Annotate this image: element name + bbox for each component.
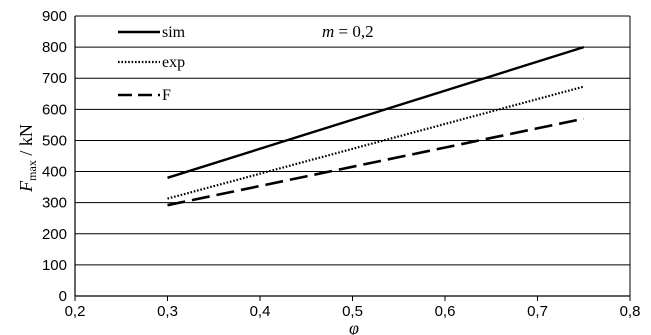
legend-label-exp: exp [162, 54, 185, 71]
annotation-var: m [322, 22, 334, 41]
x-axis-title: φ [349, 318, 359, 335]
y-tick-labels: 0 100 200 300 400 500 600 700 800 900 [42, 8, 67, 305]
y-tick-label: 400 [42, 164, 67, 181]
series-lines [167, 45, 585, 207]
y-tick-label: 0 [59, 288, 67, 305]
y-tick-label: 200 [42, 226, 67, 243]
gridlines [75, 15, 630, 266]
y-axis-title-sub: max [25, 160, 39, 181]
axes [74, 16, 631, 301]
y-tick-label: 700 [42, 70, 67, 87]
series-line-sim [167, 45, 585, 179]
x-tick-label: 0,5 [342, 303, 363, 320]
x-tick-label: 0,3 [157, 303, 178, 320]
legend-label-f: F [162, 87, 171, 104]
annotation-rest: = 0,2 [334, 22, 373, 41]
series-line-f [167, 117, 585, 207]
y-tick-label: 500 [42, 132, 67, 149]
y-axis-title-main: F [16, 180, 36, 193]
annotation: m = 0,2 [322, 22, 374, 41]
x-tick-label: 0,2 [65, 303, 86, 320]
x-tick-labels: 0,2 0,3 0,4 0,5 0,6 0,7 0,8 [65, 303, 641, 320]
x-tick-label: 0,7 [527, 303, 548, 320]
legend-label-sim: sim [162, 24, 186, 41]
x-tick-label: 0,6 [435, 303, 456, 320]
y-tick-label: 900 [42, 8, 67, 25]
x-tick-label: 0,4 [250, 303, 271, 320]
y-tick-label: 600 [42, 101, 67, 118]
y-tick-label: 100 [42, 257, 67, 274]
series-line-exp [167, 85, 585, 200]
x-tick-label: 0,8 [620, 303, 641, 320]
y-tick-label: 800 [42, 39, 67, 56]
y-tick-label: 300 [42, 195, 67, 212]
y-axis-title-unit: / kN [16, 124, 36, 160]
y-axis-title: Fmax / kN [16, 124, 39, 193]
legend: sim exp F [118, 24, 186, 104]
